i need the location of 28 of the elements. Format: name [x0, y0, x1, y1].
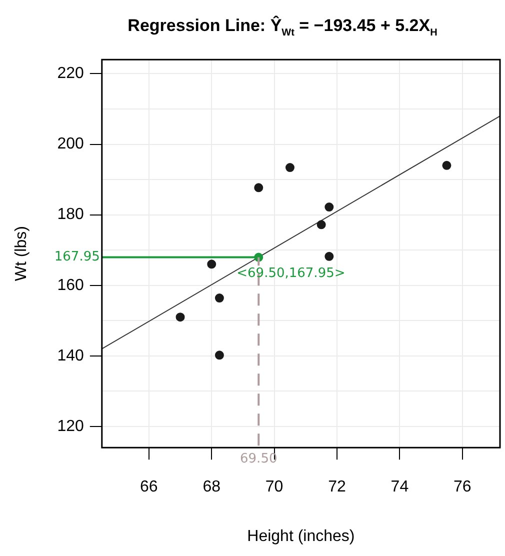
y-tick-label: 120 — [57, 418, 84, 435]
point — [214, 350, 224, 360]
y-tick-label: 200 — [57, 136, 84, 153]
x-tick-label: 76 — [453, 478, 472, 496]
point — [207, 260, 216, 269]
chart-title: Regression Line: Ŷ$_{Wt}$ = −193.45 + 5.2X$_{H}$ — [126, 14, 438, 40]
ref-line-label: 69.50 — [240, 451, 278, 466]
annotation: <69.50,167.95> — [236, 266, 346, 282]
y-axis-title: Wt (lbs) — [13, 226, 30, 282]
x-tick-label: 66 — [140, 478, 158, 496]
point — [316, 220, 326, 230]
point — [285, 163, 294, 172]
y-tick-label: 180 — [57, 206, 84, 224]
y-tick-label: 140 — [57, 347, 84, 364]
point — [254, 183, 264, 192]
point — [442, 160, 452, 170]
point — [324, 202, 334, 212]
point — [214, 294, 224, 303]
x-axis-title: Height (inches) — [247, 528, 355, 545]
x-tick-label: 72 — [328, 478, 346, 496]
x-tick-label: 70 — [265, 478, 284, 496]
point — [324, 252, 334, 261]
point — [176, 312, 185, 322]
x-tick-label: 68 — [202, 478, 221, 496]
ref-line-label: 167.95 — [54, 250, 100, 265]
y-tick-label: 160 — [57, 276, 84, 294]
x-tick-label: 74 — [390, 478, 409, 496]
y-tick-label: 220 — [57, 65, 84, 82]
